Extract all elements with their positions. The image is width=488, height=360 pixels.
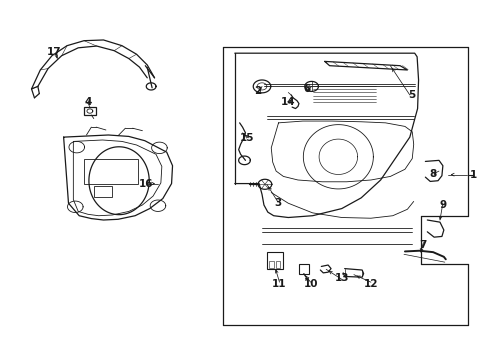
Text: 3: 3 bbox=[273, 198, 281, 208]
Bar bbox=[298, 264, 308, 274]
Text: 17: 17 bbox=[46, 47, 61, 57]
Text: 5: 5 bbox=[408, 90, 415, 100]
Bar bbox=[84, 107, 96, 115]
Text: 14: 14 bbox=[281, 97, 295, 107]
Text: 13: 13 bbox=[334, 273, 348, 283]
Text: 8: 8 bbox=[428, 168, 436, 179]
Text: 11: 11 bbox=[272, 279, 286, 289]
Bar bbox=[266, 252, 283, 269]
Bar bbox=[275, 261, 280, 268]
Text: 9: 9 bbox=[438, 200, 446, 210]
Text: 7: 7 bbox=[419, 240, 426, 250]
Text: 10: 10 bbox=[303, 279, 317, 289]
Bar bbox=[84, 159, 137, 184]
Bar bbox=[268, 261, 273, 268]
Text: 15: 15 bbox=[240, 133, 254, 143]
Text: 4: 4 bbox=[84, 97, 91, 107]
Text: 1: 1 bbox=[469, 170, 476, 180]
Text: 16: 16 bbox=[139, 179, 153, 189]
Text: 2: 2 bbox=[254, 86, 261, 96]
Text: 6: 6 bbox=[303, 84, 310, 94]
Bar bbox=[94, 186, 112, 197]
Text: 12: 12 bbox=[363, 279, 377, 289]
